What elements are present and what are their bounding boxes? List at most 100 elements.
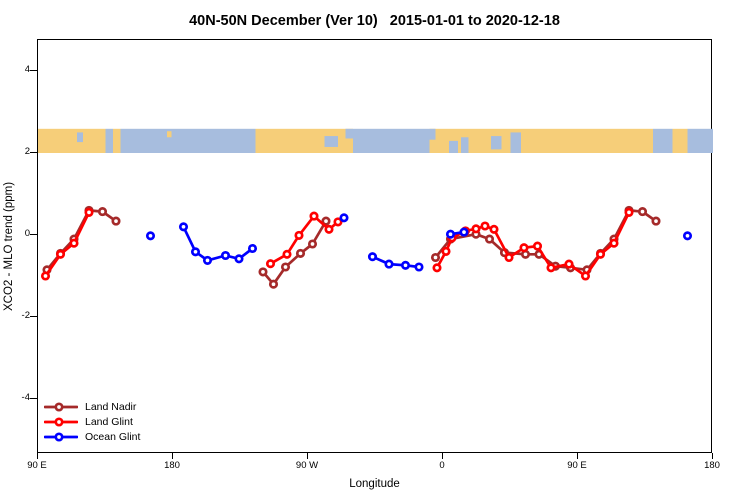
land-nadir-point xyxy=(484,234,495,244)
ocean-glint-point xyxy=(178,222,189,232)
map-band-ocean xyxy=(345,128,353,139)
plot-area xyxy=(37,39,713,453)
land-glint-point xyxy=(624,207,634,217)
land-nadir-point xyxy=(258,267,268,277)
land-nadir-point xyxy=(280,262,291,272)
x-tick-label: 90 W xyxy=(295,460,319,471)
land-nadir-point xyxy=(651,216,661,226)
land-glint-point xyxy=(333,217,343,227)
y-tick-label: 0 xyxy=(24,227,30,239)
x-tick-mark xyxy=(307,453,308,459)
legend-item-land-glint: Land Glint xyxy=(44,414,140,429)
land-glint-line xyxy=(44,211,91,278)
land-glint-point xyxy=(294,230,304,240)
land-glint-legend-marker-icon xyxy=(44,416,78,427)
legend-label: Land Nadir xyxy=(85,400,137,413)
y-tick-mark xyxy=(30,315,37,317)
land-glint-point xyxy=(609,238,619,248)
x-tick-label: 180 xyxy=(704,460,720,471)
x-axis-title: Longitude xyxy=(349,478,400,490)
land-glint-point xyxy=(69,238,79,248)
land-glint-point xyxy=(504,252,514,263)
map-band-ocean xyxy=(429,128,436,140)
land-glint-point xyxy=(55,249,66,259)
ocean-glint-point xyxy=(202,255,213,265)
land-glint-point xyxy=(580,271,591,281)
land-glint-point xyxy=(471,224,481,234)
ocean-glint-point xyxy=(384,259,394,269)
land-glint-point xyxy=(432,263,442,273)
map-band-land xyxy=(113,128,121,153)
ocean-glint-line xyxy=(371,255,421,269)
legend: Land Nadir Land Glint Ocean Glint xyxy=(44,399,140,444)
map-band-ocean xyxy=(77,132,83,143)
map-band-ocean xyxy=(324,136,338,147)
map-band-ocean xyxy=(120,128,256,153)
y-tick-label: 4 xyxy=(24,63,30,75)
map-band-ocean xyxy=(105,128,113,153)
ocean-glint-point xyxy=(400,260,411,270)
x-tick-label: 0 xyxy=(439,460,445,471)
land-nadir-point xyxy=(268,279,279,289)
land-nadir-point xyxy=(321,216,331,226)
y-tick-label: -4 xyxy=(21,391,30,403)
ocean-glint-point xyxy=(682,231,693,241)
ocean-glint-legend-marker-icon xyxy=(44,431,78,442)
ocean-glint-point xyxy=(367,252,378,262)
y-tick-label: 2 xyxy=(24,145,30,157)
land-glint-point xyxy=(595,249,606,259)
land-glint-point xyxy=(324,224,334,234)
land-nadir-point xyxy=(111,216,121,226)
map-band-ocean xyxy=(353,128,430,153)
land-nadir-point xyxy=(637,207,648,217)
land-glint-point xyxy=(489,224,499,234)
land-glint-point xyxy=(532,241,543,251)
land-nadir-point xyxy=(430,252,441,263)
map-band-land xyxy=(167,131,172,138)
land-glint-line xyxy=(435,211,631,278)
land-glint-point xyxy=(564,259,574,269)
y-tick-label: -2 xyxy=(21,309,30,321)
x-tick-mark xyxy=(712,453,713,459)
x-tick-label: 180 xyxy=(164,460,180,471)
ocean-glint-point xyxy=(220,250,231,261)
land-nadir-line xyxy=(261,219,328,286)
land-glint-point xyxy=(40,271,51,281)
map-band-land xyxy=(672,128,688,153)
x-tick-label: 90 E xyxy=(567,460,587,471)
land-glint-point xyxy=(84,207,94,217)
land-nadir-legend-marker-icon xyxy=(44,401,78,412)
legend-item-land-nadir: Land Nadir xyxy=(44,399,140,414)
map-band-land xyxy=(255,128,353,153)
ocean-glint-point xyxy=(339,213,349,223)
map-band-ocean xyxy=(461,137,469,153)
y-tick-mark xyxy=(30,233,37,235)
legend-label: Land Glint xyxy=(85,415,133,428)
y-tick-mark xyxy=(30,397,37,399)
land-nadir-point xyxy=(97,207,108,217)
x-tick-mark xyxy=(172,453,173,459)
y-tick-mark xyxy=(30,151,37,153)
ocean-glint-point xyxy=(414,262,424,272)
map-band-ocean xyxy=(449,140,458,153)
plot-svg xyxy=(38,128,713,289)
legend-item-ocean-glint: Ocean Glint xyxy=(44,429,140,444)
land-glint-point xyxy=(265,259,276,269)
chart-title: 40N-50N December (Ver 10) 2015-01-01 to … xyxy=(189,13,560,29)
map-band-land xyxy=(38,128,106,153)
map-band-ocean xyxy=(510,132,521,153)
map-band-ocean xyxy=(491,136,502,150)
map-band-ocean xyxy=(687,128,713,153)
ocean-glint-point xyxy=(234,254,244,264)
x-tick-label: 90 E xyxy=(27,460,47,471)
land-glint-point xyxy=(480,221,490,231)
x-tick-mark xyxy=(577,453,578,459)
y-axis-title: XCO2 - MLO trend (ppm) xyxy=(3,181,15,311)
ocean-glint-point xyxy=(445,229,456,239)
land-glint-point xyxy=(519,243,529,253)
land-glint-point xyxy=(441,246,451,256)
map-band-ocean xyxy=(653,128,673,153)
land-nadir-point xyxy=(307,239,318,249)
ocean-glint-point xyxy=(459,227,469,237)
